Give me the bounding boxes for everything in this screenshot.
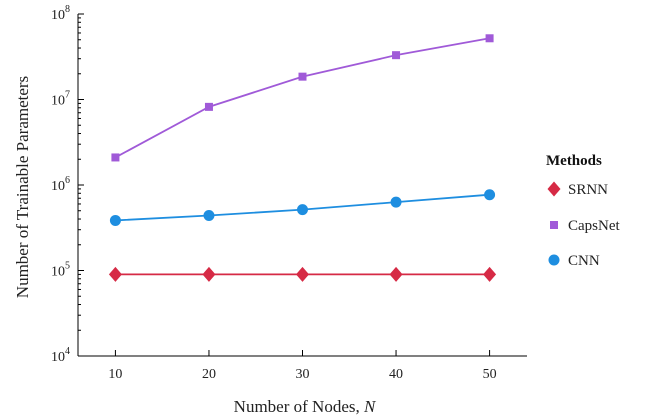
x-axis-title-variable: N xyxy=(363,397,377,416)
series-srnn xyxy=(108,266,497,282)
data-point xyxy=(296,266,309,282)
legend-marker xyxy=(547,181,561,197)
x-tick-label: 10 xyxy=(108,367,122,382)
series-line xyxy=(114,37,490,159)
legend-marker xyxy=(548,254,560,266)
x-tick-label: 40 xyxy=(389,367,403,382)
series-layer xyxy=(108,34,497,282)
x-tick-label: 50 xyxy=(483,367,497,382)
data-point xyxy=(108,266,122,282)
data-point xyxy=(297,204,308,216)
data-point xyxy=(204,102,213,111)
y-ticks: 104 105 106 107 108 xyxy=(51,4,84,365)
legend: Methods SRNN CapsNet CNN xyxy=(546,153,620,269)
legend-item-cnn: CNN xyxy=(548,253,600,269)
legend-label: SRNN xyxy=(568,182,608,198)
y-tick-label: 105 xyxy=(51,261,70,280)
data-point xyxy=(392,51,401,60)
x-tick-label: 30 xyxy=(296,367,310,382)
y-tick-label: 107 xyxy=(51,90,70,109)
x-axis-title: Number of Nodes, N xyxy=(234,397,377,416)
axes xyxy=(77,14,527,357)
data-point xyxy=(109,214,121,226)
data-point xyxy=(202,266,216,282)
legend-item-capsnet: CapsNet xyxy=(550,218,620,234)
data-point xyxy=(484,189,496,201)
series-cnn xyxy=(109,189,496,226)
y-tick-label: 108 xyxy=(51,4,70,23)
series-capsnet xyxy=(111,34,494,162)
x-axis-title-text: Number of Nodes, xyxy=(234,397,364,416)
x-tick-label: 20 xyxy=(202,367,216,382)
legend-label: CapsNet xyxy=(568,218,620,234)
legend-title: Methods xyxy=(546,153,602,169)
y-tick-label: 104 xyxy=(51,346,70,365)
data-point xyxy=(111,153,120,162)
legend-items: SRNN CapsNet CNN xyxy=(547,181,620,269)
legend-label: CNN xyxy=(568,253,600,269)
legend-marker xyxy=(550,221,558,229)
data-point xyxy=(389,266,403,282)
data-point xyxy=(390,196,402,208)
data-point xyxy=(485,34,494,43)
x-ticks: 10 20 30 40 50 xyxy=(108,350,497,382)
data-point xyxy=(483,266,497,282)
legend-item-srnn: SRNN xyxy=(547,181,608,198)
data-point xyxy=(203,209,215,221)
y-axis-title: Number of Trainable Parameters xyxy=(13,76,32,298)
data-point xyxy=(298,72,307,81)
y-tick-label: 106 xyxy=(51,175,70,194)
